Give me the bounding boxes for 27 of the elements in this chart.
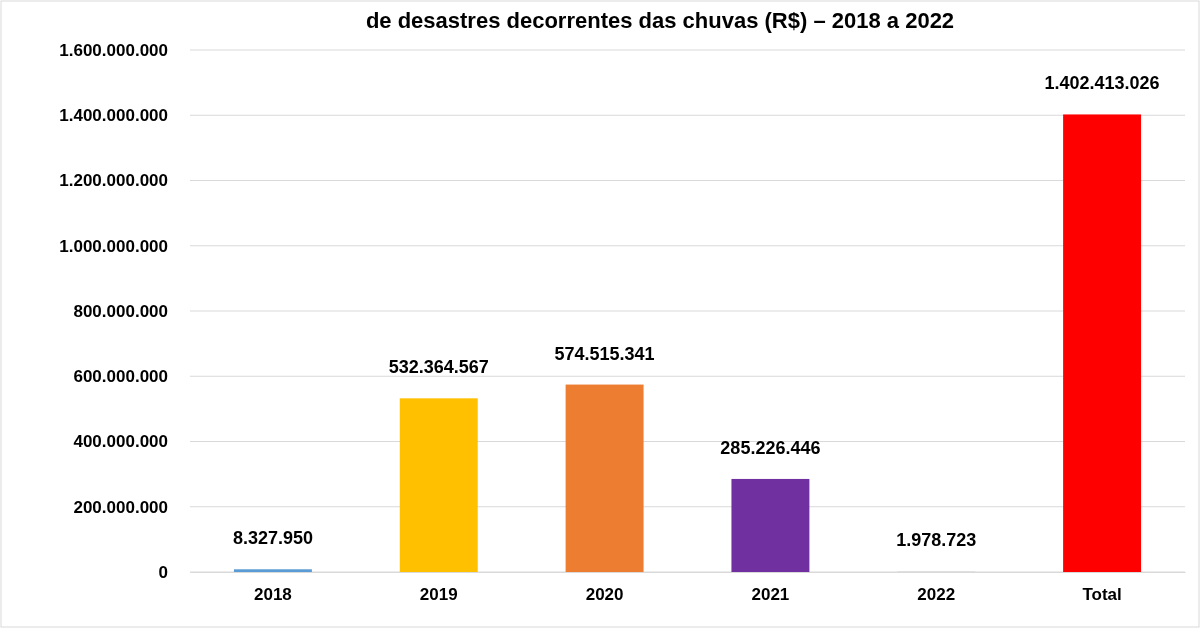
- x-tick-label: 2021: [751, 585, 790, 605]
- y-tick-label: 200.000.000: [73, 497, 168, 517]
- x-tick-label: 2018: [254, 585, 292, 605]
- x-tick-label: 2022: [917, 585, 956, 605]
- data-label: 574.515.341: [554, 343, 655, 364]
- bar: [233, 569, 312, 572]
- x-tick-label: 2019: [419, 585, 458, 605]
- x-tick-label: 2020: [585, 585, 624, 605]
- bar: [565, 384, 644, 572]
- data-label: 1.978.723: [896, 530, 977, 551]
- x-tick-label: Total: [1082, 585, 1122, 605]
- data-label: 8.327.950: [232, 528, 313, 549]
- y-tick-label: 0: [158, 562, 168, 582]
- data-label: 1.402.413.026: [1044, 73, 1160, 94]
- y-tick-label: 600.000.000: [73, 367, 168, 387]
- data-label: 285.226.446: [720, 437, 821, 458]
- bar: [1063, 114, 1142, 572]
- y-tick-label: 400.000.000: [73, 432, 168, 452]
- y-tick-label: 1.200.000.000: [59, 171, 168, 191]
- bar: [399, 398, 478, 572]
- y-tick-label: 1.600.000.000: [59, 40, 168, 60]
- y-tick-label: 800.000.000: [73, 301, 168, 321]
- chart-title: de desastres decorrentes das chuvas (R$) – 2018 a 2022: [365, 8, 955, 33]
- data-label: 532.364.567: [388, 357, 489, 378]
- y-tick-label: 1.400.000.000: [59, 106, 168, 126]
- bar: [731, 478, 810, 572]
- y-tick-label: 1.000.000.000: [59, 236, 168, 256]
